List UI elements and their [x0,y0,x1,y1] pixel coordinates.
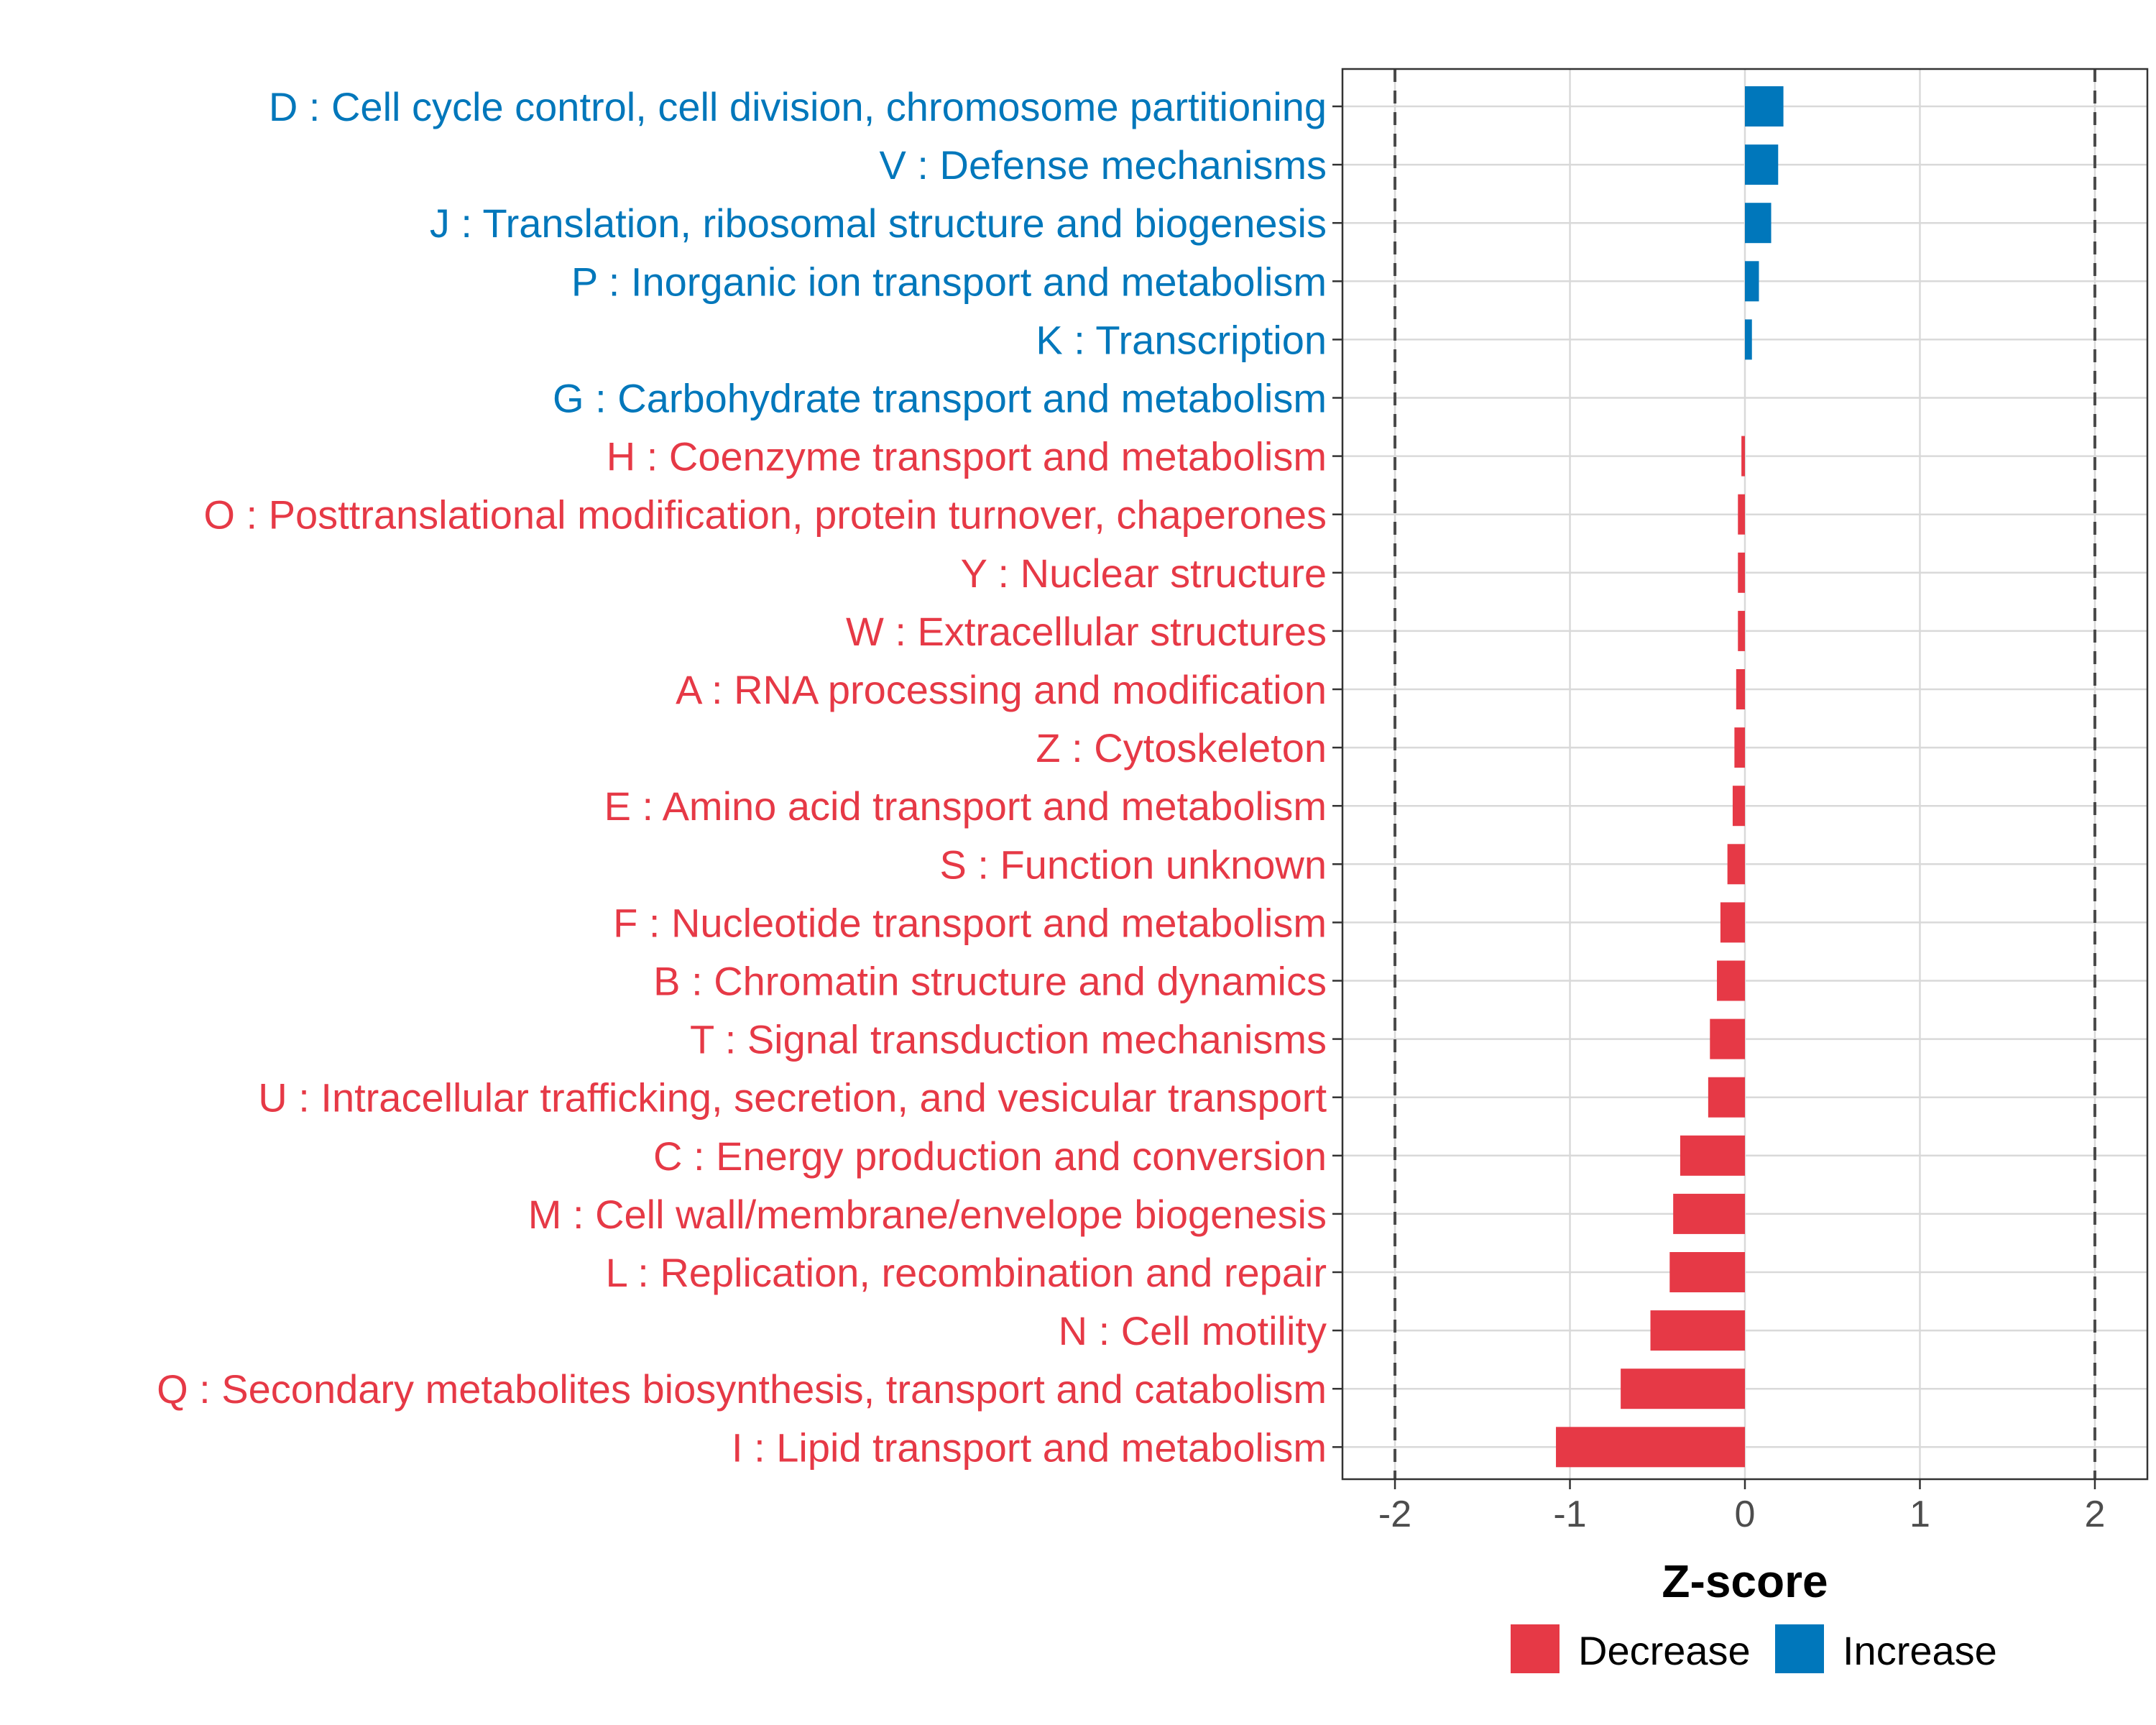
bar [1720,902,1745,943]
category-label: Z : Cytoskeleton [1036,725,1327,770]
category-label: M : Cell wall/membrane/envelope biogenes… [528,1192,1327,1237]
x-tick-label: -1 [1553,1494,1586,1535]
category-label: I : Lipid transport and metabolism [732,1425,1327,1470]
category-label: A : RNA processing and modification [676,667,1327,712]
legend-label-decrease: Decrease [1578,1628,1751,1673]
bar [1745,261,1759,302]
bar [1717,960,1745,1001]
category-label: V : Defense mechanisms [880,142,1327,188]
category-label: O : Posttranslational modification, prot… [203,492,1327,538]
category-label: N : Cell motility [1059,1308,1327,1353]
bar [1621,1368,1745,1409]
bar [1745,144,1779,185]
x-axis-title: Z-score [1662,1555,1828,1607]
bar [1738,494,1745,535]
category-label: B : Chromatin structure and dynamics [653,959,1327,1004]
category-label: U : Intracellular trafficking, secretion… [258,1075,1327,1121]
category-label: K : Transcription [1036,317,1327,362]
y-axis-ticks [1332,105,1342,1448]
category-label: H : Coenzyme transport and metabolism [607,434,1327,479]
bar [1736,669,1745,709]
bars [1556,86,1784,1468]
category-label: L : Replication, recombination and repai… [606,1250,1327,1295]
category-label: C : Energy production and conversion [653,1133,1327,1179]
bar [1650,1310,1745,1351]
bar [1741,436,1745,477]
bar [1745,319,1752,360]
category-label: W : Extracellular structures [846,609,1327,654]
bar [1732,786,1745,827]
category-label: S : Function unknown [939,842,1327,887]
category-label: J : Translation, ribosomal structure and… [430,201,1327,246]
legend-key-increase [1775,1624,1824,1673]
bar [1745,203,1772,244]
bar [1738,552,1745,593]
category-label: F : Nucleotide transport and metabolism [613,900,1327,945]
x-tick-label: 2 [2084,1494,2105,1535]
bar [1673,1193,1745,1234]
legend-key-decrease [1511,1624,1560,1673]
bar [1727,844,1745,885]
category-label: G : Carbohydrate transport and metabolis… [553,376,1327,421]
legend: Decrease Increase [1511,1624,1997,1673]
x-tick-label: 1 [1909,1494,1930,1535]
legend-label-increase: Increase [1843,1628,1997,1673]
bar [1556,1427,1745,1468]
bar [1680,1135,1745,1176]
reference-lines [1393,69,2096,1479]
x-tick-label: -2 [1378,1494,1411,1535]
category-label: T : Signal transduction mechanisms [690,1017,1327,1062]
bar [1734,727,1745,768]
bar [1738,610,1745,651]
category-label: P : Inorganic ion transport and metaboli… [571,259,1327,304]
category-label: D : Cell cycle control, cell division, c… [269,84,1327,129]
x-tick-label: 0 [1735,1494,1756,1535]
bar [1710,1018,1745,1059]
bar [1669,1252,1745,1292]
category-label: E : Amino acid transport and metabolism [604,783,1327,829]
category-label: Q : Secondary metabolites biosynthesis, … [157,1366,1327,1412]
bar [1708,1077,1745,1118]
category-labels: D : Cell cycle control, cell division, c… [157,84,1327,1470]
category-label: Y : Nuclear structure [961,551,1327,596]
x-axis-ticks: -2 -1 0 1 2 [1378,1479,2105,1535]
bar [1745,86,1784,126]
